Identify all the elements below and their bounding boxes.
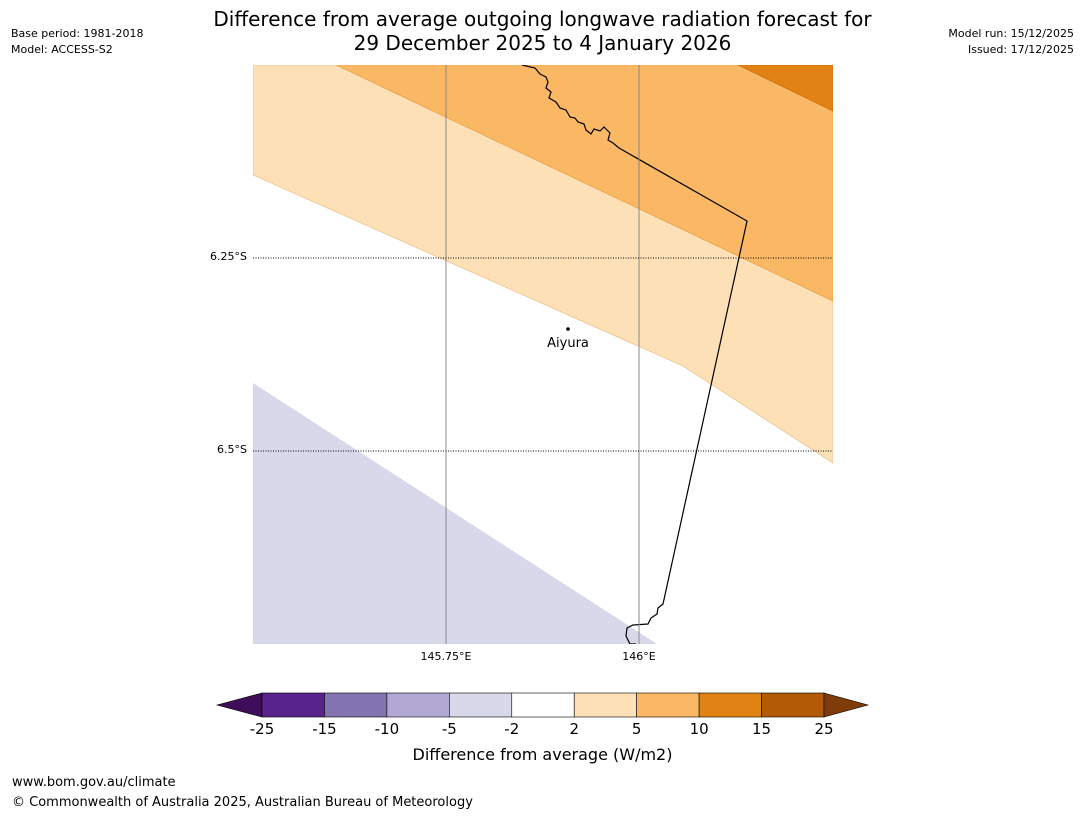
colorbar-tick-label: 15 [752, 720, 772, 738]
lon-label-145-75: 145.75°E [420, 650, 472, 663]
chart-title: Difference from average outgoing longwav… [0, 7, 1085, 55]
band-minus5-to-minus2 [253, 383, 657, 644]
colorbar-extend-high [823, 692, 870, 718]
aiyura-marker [566, 327, 570, 331]
colorbar-tick-label: 5 [631, 720, 642, 738]
coastline-border [521, 65, 748, 644]
model-name: Model: ACCESS-S2 [11, 43, 113, 56]
lat-label-6-25: 6.25°S [210, 250, 247, 263]
lat-label-6-5: 6.5°S [217, 443, 247, 456]
band-10-to-15 [737, 65, 833, 112]
colorbar-segment [573, 692, 637, 718]
footer-website[interactable]: www.bom.gov.au/climate [12, 775, 176, 790]
model-run: Model run: 15/12/2025 [948, 27, 1074, 40]
colorbar-tick-label: 2 [569, 720, 579, 738]
colorbar-segment [761, 692, 825, 718]
colorbar-extend-low [215, 692, 263, 718]
colorbar-tick-label: -2 [504, 720, 520, 738]
meta-right: Model run: 15/12/2025 Issued: 17/12/2025 [948, 26, 1074, 58]
place-label-aiyura: Aiyura [547, 336, 589, 351]
colorbar-segment [386, 692, 450, 718]
colorbar-segment [449, 692, 513, 718]
colorbar-segment [511, 692, 575, 718]
colorbar-tick-label: -5 [441, 720, 457, 738]
colorbar-segment [636, 692, 700, 718]
colorbar-label: Difference from average (W/m2) [412, 745, 673, 764]
colorbar-tick-label: 10 [689, 720, 709, 738]
colorbar-segment [698, 692, 762, 718]
colorbar-tick-label: -15 [312, 720, 337, 738]
meta-left: Base period: 1981-2018 Model: ACCESS-S2 [11, 26, 143, 58]
colorbar-tick-label: -25 [249, 720, 275, 738]
title-line-1: Difference from average outgoing longwav… [213, 7, 872, 31]
title-line-2: 29 December 2025 to 4 January 2026 [353, 31, 732, 55]
base-period: Base period: 1981-2018 [11, 27, 144, 40]
band-5-to-10 [335, 65, 833, 302]
footer-copyright: © Commonwealth of Australia 2025, Austra… [12, 795, 473, 810]
colorbar-segment [261, 692, 325, 718]
issued-date: Issued: 17/12/2025 [967, 43, 1074, 56]
colorbar-tick-label: 25 [814, 720, 834, 738]
colorbar-tick-label: -10 [374, 720, 400, 738]
colorbar-segment [324, 692, 388, 718]
lon-label-146: 146°E [622, 650, 656, 663]
